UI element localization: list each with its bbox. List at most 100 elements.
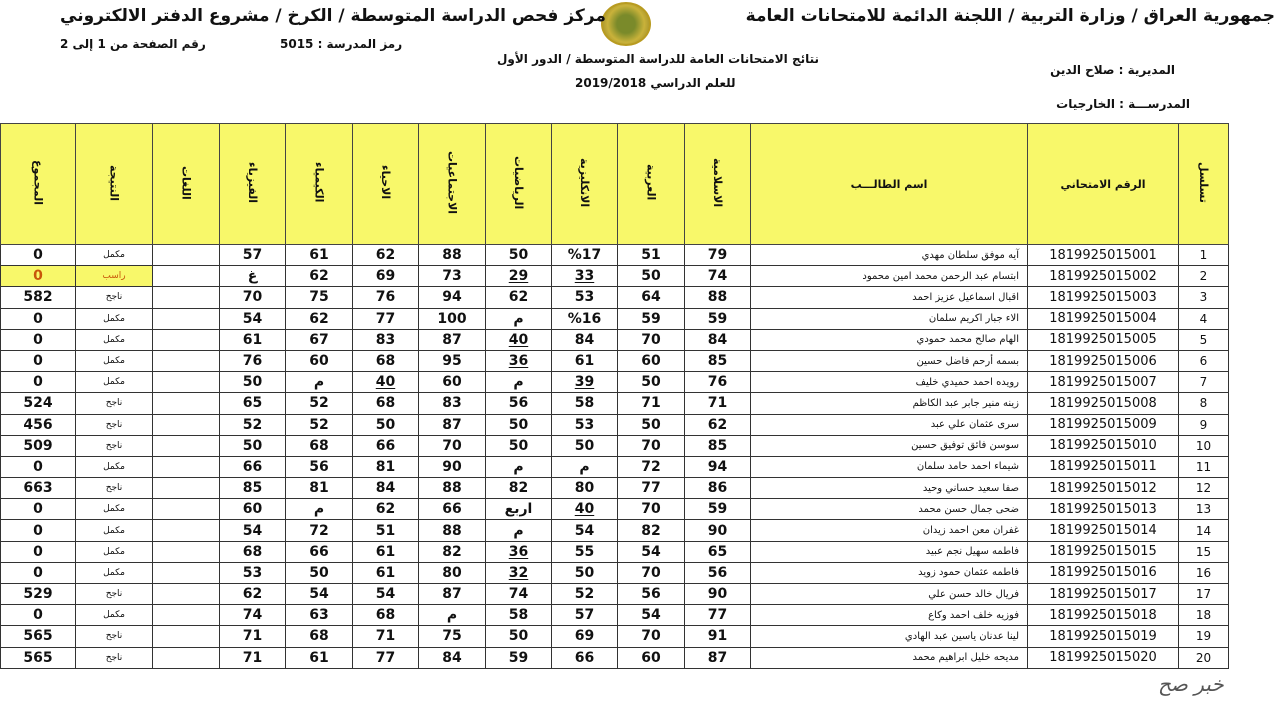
cell-seq: 2	[1178, 265, 1229, 288]
column-header-label: العربية	[644, 164, 658, 201]
cell-value: 52	[242, 416, 263, 433]
cell-phys: 74	[219, 604, 286, 627]
cell-value: م	[513, 458, 524, 475]
cell-english: م	[551, 455, 618, 479]
cell-value: 54	[309, 586, 329, 603]
cell-total: 0	[0, 604, 76, 627]
cell-social: 87	[418, 413, 486, 436]
cell-value: 77	[641, 480, 661, 497]
cell-value: ناجح	[105, 589, 123, 600]
cell-value: 6	[1199, 354, 1208, 369]
cell-value: آيه موفق سلطان مهدي	[921, 249, 1019, 261]
cell-value: 53	[242, 564, 263, 581]
cell-bio: 71	[352, 625, 419, 648]
cell-value: سوسن فائق توفيق حسين	[911, 440, 1019, 452]
cell-value: 60	[309, 353, 329, 370]
cell-social: 94	[418, 286, 486, 309]
column-header-label: تسلسل	[1197, 162, 1210, 203]
cell-result: راسب	[75, 265, 153, 288]
cell-chem: 52	[285, 392, 353, 415]
cell-value: 62	[309, 268, 329, 285]
cell-value: 0	[33, 458, 43, 475]
table-row: 0 مكمل 53 50 61 80 32 50 70 56 فاطمه عثمان حمود زو…	[0, 561, 1229, 585]
cell-value: 61	[309, 247, 329, 264]
cell-phys: 68	[219, 540, 286, 563]
academic-year: للعلم الدراسي 2019/2018	[575, 76, 736, 90]
cell-value: 83	[442, 395, 462, 412]
cell-value: 50	[641, 416, 661, 433]
cell-math: 50	[485, 413, 552, 436]
page-number: رقم الصفحة من 1 إلى 2	[60, 37, 206, 51]
cell-islamic: 94	[684, 455, 751, 479]
cell-value: 70	[641, 437, 661, 454]
cell-bio: 51	[352, 519, 419, 542]
cell-phys: غ	[219, 265, 286, 288]
column-header: الانكليزية	[551, 123, 618, 245]
cell-bio: 68	[352, 604, 419, 627]
cell-value: مكمل	[103, 334, 125, 345]
cell-value: 75	[442, 628, 462, 645]
cell-islamic: 85	[684, 349, 751, 373]
cell-seq: 17	[1178, 582, 1229, 606]
cell-total: 565	[0, 625, 76, 648]
cell-value: 69	[574, 628, 595, 645]
cell-value: رويده احمد حميدي خليف	[915, 376, 1019, 388]
cell-name: شيماء احمد حامد سلمان	[750, 455, 1028, 479]
column-header: تسلسل	[1178, 123, 1229, 245]
column-header-label: اللغات	[179, 165, 193, 200]
cell-total: 0	[0, 265, 76, 288]
cell-value: 74	[508, 586, 529, 603]
cell-arabic: 64	[617, 286, 685, 309]
cell-value: 55	[574, 543, 595, 560]
cell-phys: 53	[219, 561, 286, 585]
cell-value: الاء جبار اكريم سلمان	[928, 313, 1019, 325]
cell-value: 0	[33, 564, 43, 581]
cell-value: ناجح	[105, 652, 123, 663]
cell-total: 509	[0, 434, 76, 457]
cell-value: 66	[375, 437, 396, 454]
cell-total: 663	[0, 477, 76, 500]
cell-math: 36	[485, 349, 552, 373]
cell-seq: 1	[1178, 243, 1229, 267]
cell-value: 0	[33, 501, 43, 518]
cell-value: 40	[508, 331, 529, 348]
cell-seq: 15	[1178, 540, 1229, 563]
cell-value: 50	[309, 564, 329, 581]
cell-value: 70	[641, 331, 661, 348]
cell-value: 66	[309, 543, 329, 560]
cell-value: 0	[33, 331, 43, 348]
cell-seq: 5	[1178, 328, 1229, 351]
cell-id: 1819925015002	[1027, 265, 1179, 288]
cell-result: ناجح	[75, 582, 153, 606]
cell-value: م	[313, 501, 325, 518]
cell-value: اقبال اسماعيل عزيز احمد	[912, 291, 1019, 303]
cell-value: 582	[23, 289, 53, 306]
cell-value: 74	[242, 607, 263, 624]
cell-name: الاء جبار اكريم سلمان	[750, 307, 1028, 330]
cell-social: 88	[418, 477, 486, 500]
directorate: المديرية : صلاح الدين	[1050, 63, 1175, 77]
cell-id: 1819925015005	[1027, 328, 1179, 351]
cell-value: 91	[707, 628, 728, 645]
cell-chem: 62	[285, 307, 353, 330]
cell-value: 68	[375, 395, 396, 412]
column-header-label: الاجتماعيات	[445, 150, 459, 215]
cell-value: 1819925015020	[1049, 650, 1157, 666]
cell-value: 18	[1195, 608, 1212, 623]
cell-total: 0	[0, 371, 76, 394]
cell-lang	[152, 371, 220, 394]
table-row: 0 راسب غ 62 69 73 29 33 50 74 ابتسام عبد الرحمن مح…	[0, 265, 1229, 288]
cell-english: 52	[551, 582, 618, 606]
column-header: النتيجة	[75, 123, 153, 245]
cell-value: 50	[641, 268, 661, 285]
cell-name: صفا سعيد حساني وحيد	[750, 477, 1028, 500]
column-header: الرقم الامتحاني	[1027, 123, 1179, 245]
cell-value: 0	[33, 522, 43, 539]
cell-chem: 81	[285, 477, 353, 500]
table-row: 0 مكمل 54 72 51 88 م 54 82 90 غفران معن احمد زيدان…	[0, 519, 1229, 542]
cell-value: صفا سعيد حساني وحيد	[922, 482, 1019, 494]
cell-id: 1819925015016	[1027, 561, 1179, 585]
cell-value: 36	[508, 353, 529, 370]
cell-value: 83	[375, 331, 396, 348]
cell-value: 1819925015005	[1049, 332, 1157, 348]
